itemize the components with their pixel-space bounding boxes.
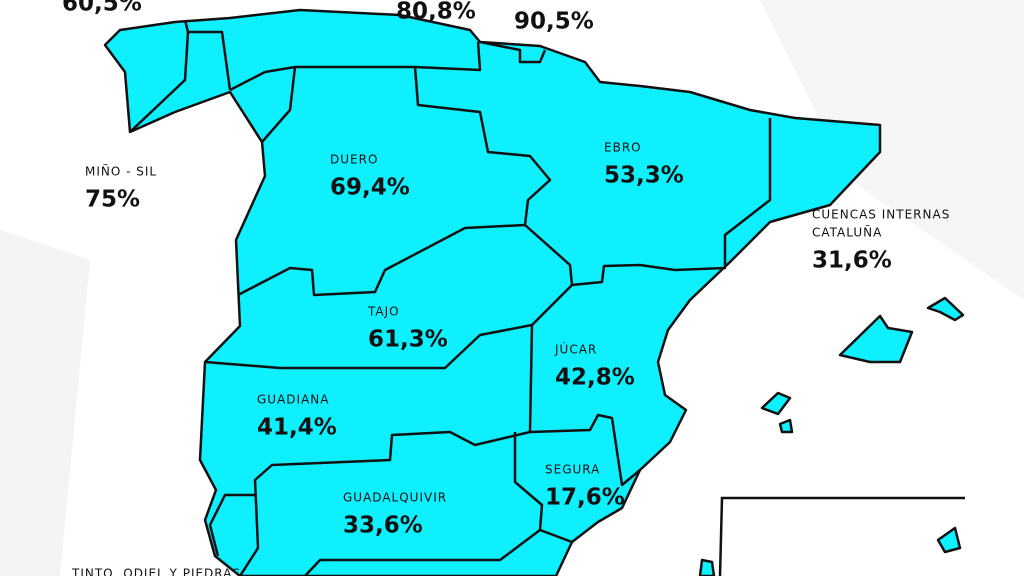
basin-value: 69,4% — [330, 175, 410, 201]
basin-border — [237, 223, 526, 297]
island — [778, 418, 794, 434]
basin-value: 53,3% — [604, 163, 684, 189]
basin-value: 75% — [85, 187, 140, 213]
basin-value: 90,5% — [514, 9, 594, 35]
island — [760, 391, 792, 416]
island — [926, 296, 965, 322]
basin-value: 41,4% — [257, 415, 337, 441]
basin-border — [238, 430, 531, 576]
basin-name: JÚCAR — [554, 342, 597, 357]
basin-name: EBRO — [604, 141, 642, 155]
bg-shape — [0, 230, 90, 576]
basin-border — [304, 529, 541, 576]
basin-border — [229, 41, 482, 92]
basin-value: 31,6% — [812, 248, 892, 274]
basin-value: 61,3% — [368, 327, 448, 353]
basin-name: GUADALQUIVIR — [343, 491, 447, 505]
basin-name: CATALUÑA — [812, 225, 882, 240]
basin-value: 33,6% — [343, 513, 423, 539]
island — [838, 314, 914, 364]
basin-value: 60,5% — [62, 0, 142, 17]
basin-name: TAJO — [367, 305, 400, 319]
basin-border — [571, 118, 772, 287]
basin-name: TINTO, ODIEL Y PIEDRAS — [71, 567, 241, 576]
basin-border — [479, 40, 547, 64]
basin-border — [413, 66, 574, 286]
basin-border — [208, 493, 255, 557]
basin-name: CUENCAS INTERNAS — [812, 208, 950, 222]
basin-border — [183, 19, 232, 91]
basin-value: 42,8% — [555, 365, 635, 391]
basin-name: GUADIANA — [257, 393, 329, 407]
basin-border — [129, 31, 190, 133]
basin-border — [261, 66, 297, 143]
island — [698, 558, 716, 576]
basin-value: 80,8% — [396, 0, 476, 25]
basin-value: 17,6% — [545, 485, 625, 511]
spain-mainland — [103, 8, 882, 576]
bg-shape — [760, 0, 1024, 300]
island — [936, 526, 962, 554]
basin-name: DUERO — [330, 153, 378, 167]
basin-name: MIÑO - SIL — [85, 164, 157, 179]
basin-name: SEGURA — [545, 463, 600, 477]
canary-frame — [718, 496, 965, 576]
basin-border — [513, 432, 573, 544]
basin-border — [204, 284, 573, 370]
